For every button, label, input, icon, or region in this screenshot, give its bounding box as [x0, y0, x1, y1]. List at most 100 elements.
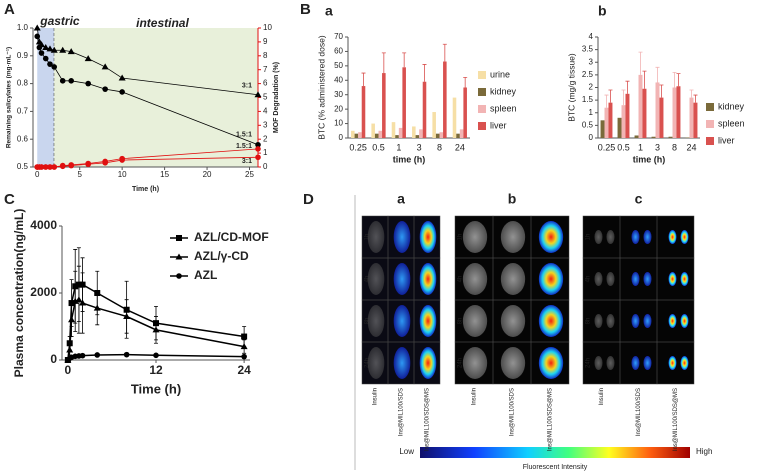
bar — [435, 133, 440, 138]
point — [255, 154, 261, 161]
legend-swatch — [706, 137, 714, 145]
error-bar — [672, 71, 677, 88]
y-tick-label: 0.7 — [17, 107, 29, 116]
point — [119, 157, 125, 163]
organ — [500, 221, 526, 253]
bar — [638, 74, 643, 138]
panel-label: D — [303, 191, 314, 208]
organ — [462, 263, 488, 295]
y2-tick-label: 2 — [263, 134, 268, 143]
error-bar — [621, 89, 626, 106]
point — [79, 299, 87, 306]
subpanel-label: a — [325, 3, 333, 19]
organ — [538, 347, 564, 379]
row-label: 8h — [365, 318, 371, 325]
row-label: 4h — [365, 276, 371, 283]
bar — [452, 97, 457, 138]
organ — [419, 305, 437, 337]
column-label: Insulin — [472, 388, 478, 405]
y-tick-label: 60 — [334, 47, 343, 56]
organ — [631, 230, 640, 244]
bar — [419, 129, 423, 138]
point — [241, 333, 248, 340]
point — [84, 55, 92, 62]
organ — [538, 263, 564, 295]
organ — [594, 314, 603, 328]
point — [152, 326, 160, 333]
subpanel-label: c — [635, 191, 643, 207]
organ — [500, 347, 526, 379]
x-tick-label: 24 — [455, 142, 465, 152]
error-bar — [642, 70, 647, 89]
error-bar — [625, 80, 630, 94]
organ — [631, 314, 640, 328]
y2-tick-label: 4 — [263, 107, 268, 116]
column-label: Ins@MIL100/SDS@MS — [548, 388, 554, 451]
y-tick-label: 0.9 — [17, 51, 29, 60]
organ — [393, 263, 411, 295]
legend-label: spleen — [718, 118, 745, 128]
bar — [412, 126, 416, 138]
organ — [538, 305, 564, 337]
x-tick-label: 3 — [655, 142, 660, 152]
point — [51, 64, 58, 70]
x-tick-label: 0.5 — [617, 142, 630, 152]
y-tick-label: 20 — [334, 104, 343, 113]
bar — [422, 81, 427, 138]
bar — [378, 130, 383, 138]
bar — [439, 132, 444, 138]
legend-marker — [175, 253, 183, 260]
organ — [419, 263, 437, 295]
y2-tick-label: 0 — [263, 162, 268, 171]
point — [59, 163, 66, 170]
point — [79, 352, 86, 359]
legend-marker — [176, 235, 182, 241]
point — [47, 164, 53, 170]
legend-label: AZL/γ-CD — [194, 249, 249, 263]
x-tick-label: 0.25 — [598, 142, 616, 152]
point — [255, 141, 261, 148]
organ — [668, 272, 677, 286]
organ — [606, 272, 615, 286]
legend-label: AZL — [194, 268, 217, 282]
organ — [393, 347, 411, 379]
legend-label: AZL/CD-MOF — [194, 230, 269, 244]
error-bar — [659, 84, 664, 98]
organ — [367, 221, 385, 253]
row-label: 1h — [365, 234, 371, 241]
point — [102, 160, 108, 166]
y2-tick-label: 1 — [263, 148, 268, 157]
error-bar — [361, 72, 366, 87]
x-tick-label: 24 — [686, 142, 696, 152]
organ — [594, 272, 603, 286]
y-axis-label: Plasma concentration(ng/mL) — [12, 209, 26, 378]
bar — [358, 132, 362, 138]
organ — [462, 305, 488, 337]
error-bar — [604, 94, 609, 108]
bar — [374, 133, 379, 138]
organ — [680, 230, 689, 244]
bar — [415, 135, 420, 138]
point — [85, 161, 91, 168]
error-bar — [463, 77, 468, 88]
legend-swatch — [706, 120, 714, 128]
bar — [689, 97, 694, 138]
error-bar — [655, 66, 660, 83]
y-tick-label: 10 — [334, 119, 343, 128]
organ — [680, 356, 689, 370]
region-label: intestinal — [136, 16, 189, 30]
organ — [631, 356, 640, 370]
y-tick-label: 0.6 — [17, 134, 29, 143]
organ — [594, 230, 603, 244]
organ — [668, 230, 677, 244]
point — [254, 91, 262, 98]
y-tick-label: 30 — [334, 90, 343, 99]
y-axis-label: Remaining salicylates (mg·mL⁻¹) — [6, 47, 13, 148]
bar — [604, 107, 609, 138]
point — [38, 164, 45, 170]
point — [38, 50, 45, 56]
y-tick-label: 0 — [589, 133, 594, 142]
series-label: 1.5:1 — [236, 143, 252, 150]
bar — [361, 86, 366, 138]
